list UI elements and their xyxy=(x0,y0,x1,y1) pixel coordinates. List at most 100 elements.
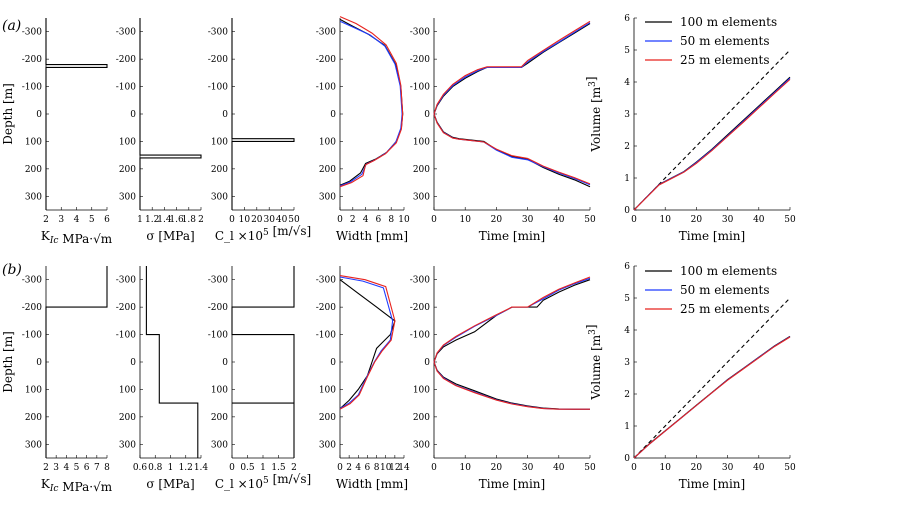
series-line-1 xyxy=(633,335,791,459)
x-axis-label: Time [min] xyxy=(479,477,545,491)
x-tick-label: 10 xyxy=(398,215,410,225)
series-line-0 xyxy=(45,266,108,458)
y-tick-label: -300 xyxy=(316,276,336,286)
y-tick-label: 300 xyxy=(211,440,228,450)
y-tick-label: 200 xyxy=(211,413,228,423)
x-axis-label: Time [min] xyxy=(479,229,545,243)
y-tick-label: 300 xyxy=(319,440,336,450)
x-tick-label: 50 xyxy=(784,215,796,225)
x-tick-label: 0 xyxy=(337,463,343,473)
x-tick-label: 2 xyxy=(350,215,356,225)
x-tick-label: 1.5 xyxy=(271,463,286,473)
y-axis-label: Depth [m] xyxy=(1,331,15,393)
chart-a-sigma: 1 1.21.41.61.8 2 -300 -200 -100 0 100 200 300 σ [M… xyxy=(116,18,204,243)
x-axis-label: Width [mm] xyxy=(336,477,408,491)
y-tick-label: 100 xyxy=(119,385,136,395)
y-tick-label: 100 xyxy=(211,385,228,395)
x-tick-label: 30 xyxy=(522,215,534,225)
x-tick-label: 0 xyxy=(229,215,235,225)
x-tick-label: 14 xyxy=(398,463,410,473)
x-tick-label: 20 xyxy=(491,463,503,473)
y-tick-label: -100 xyxy=(410,331,430,341)
x-tick-label: 0 xyxy=(631,463,637,473)
y-tick-label: 100 xyxy=(25,385,42,395)
x-tick-label: 20 xyxy=(251,215,263,225)
series-line-2 xyxy=(433,276,591,363)
x-axis-label: C_l ×105 [m/√s] xyxy=(215,224,311,243)
y-tick-label: -100 xyxy=(116,83,136,93)
chart-a-volume: 0 10 20 30 40 50 0 1 2 3 4 5 6 Time [min] Volume [m3] xyxy=(584,14,796,243)
y-tick-label: 5 xyxy=(624,294,630,304)
x-tick-label: 30 xyxy=(522,463,534,473)
y-tick-label: -200 xyxy=(410,55,430,65)
x-tick-label: 50 xyxy=(584,463,596,473)
series-line-4 xyxy=(433,361,590,410)
series-line-1 xyxy=(339,20,403,187)
series-line-0 xyxy=(633,297,791,459)
y-tick-label: -300 xyxy=(208,276,228,286)
x-tick-label: 30 xyxy=(722,463,734,473)
x-tick-label: 30 xyxy=(722,215,734,225)
y-tick-label: 2 xyxy=(624,390,630,400)
y-tick-label: 1 xyxy=(624,422,630,432)
x-tick-label: 20 xyxy=(491,215,503,225)
y-tick-label: 6 xyxy=(624,14,630,24)
y-tick-label: -300 xyxy=(410,28,430,38)
y-tick-label: 3 xyxy=(624,358,630,368)
series-line-0 xyxy=(145,266,199,458)
series-line-2 xyxy=(633,77,791,211)
panel-label-a: (a) xyxy=(2,18,21,34)
x-tick-label: 2 xyxy=(346,463,352,473)
x-tick-label: 10 xyxy=(659,463,671,473)
y-tick-label: 300 xyxy=(413,192,430,202)
x-tick-label: 8 xyxy=(374,463,380,473)
x-tick-label: 10 xyxy=(239,215,251,225)
x-tick-label: 1.2 xyxy=(179,463,193,473)
y-tick-label: -300 xyxy=(410,276,430,286)
x-tick-label: 10 xyxy=(459,215,471,225)
series-line-0 xyxy=(45,18,108,210)
series-line-0 xyxy=(231,266,295,458)
chart-b-cl: 0 0.5 1 1.5 2 -300 -200 -100 0 100 200 300 C_l ×105 … xyxy=(208,266,311,491)
x-tick-label: 1.4 xyxy=(194,463,209,473)
x-tick-label: 1 xyxy=(168,463,174,473)
x-tick-label: 6 xyxy=(365,463,371,473)
y-tick-label: 300 xyxy=(413,440,430,450)
y-tick-label: 300 xyxy=(319,192,336,202)
y-tick-label: 200 xyxy=(119,413,136,423)
legend-label-25m-b: 25 m elements xyxy=(680,302,770,316)
series-line-2 xyxy=(339,275,396,410)
y-tick-label: 0 xyxy=(130,358,136,368)
chart-b-kic: 2 3 4 5 6 7 8 -300 -200 -100 0 100 200 300 KIc MPa·√m D… xyxy=(1,266,113,494)
y-tick-label: 0 xyxy=(424,110,430,120)
y-tick-label: 0 xyxy=(330,358,336,368)
x-tick-label: 10 xyxy=(380,463,392,473)
x-tick-label: 40 xyxy=(553,463,565,473)
series-line-0 xyxy=(433,279,591,363)
y-tick-label: 200 xyxy=(319,165,336,175)
chart-a-time: 0 10 20 30 40 50 -300 -200 -100 0 100 200 300 Time [m… xyxy=(410,18,596,243)
y-tick-label: 100 xyxy=(413,137,430,147)
legend-b: 100 m elements 50 m elements 25 m elemen… xyxy=(645,264,777,316)
x-tick-label: 0 xyxy=(229,463,235,473)
x-axis-label: σ [MPa] xyxy=(146,477,194,491)
chart-a-cl: 0 10 20 30 40 50 -300 -200 -100 0 100 200 300 C_l ×10… xyxy=(208,18,311,243)
x-tick-label: 6 xyxy=(376,215,382,225)
x-tick-label: 5 xyxy=(89,215,95,225)
y-tick-label: -200 xyxy=(116,55,136,65)
x-tick-label: 1.4 xyxy=(157,215,172,225)
chart-a-kic: 2 3 4 5 6 -300 -200 -100 0 100 200 300 KIc MPa·√m Dep… xyxy=(1,18,113,246)
y-tick-label: 0 xyxy=(130,110,136,120)
x-tick-label: 6 xyxy=(84,463,90,473)
y-tick-label: 0 xyxy=(424,358,430,368)
x-tick-label: 1.6 xyxy=(169,215,184,225)
y-tick-label: -200 xyxy=(410,303,430,313)
x-tick-label: 20 xyxy=(691,215,703,225)
x-axis-label: Time [min] xyxy=(679,477,745,491)
x-tick-label: 2 xyxy=(43,463,49,473)
y-tick-label: -100 xyxy=(208,331,228,341)
